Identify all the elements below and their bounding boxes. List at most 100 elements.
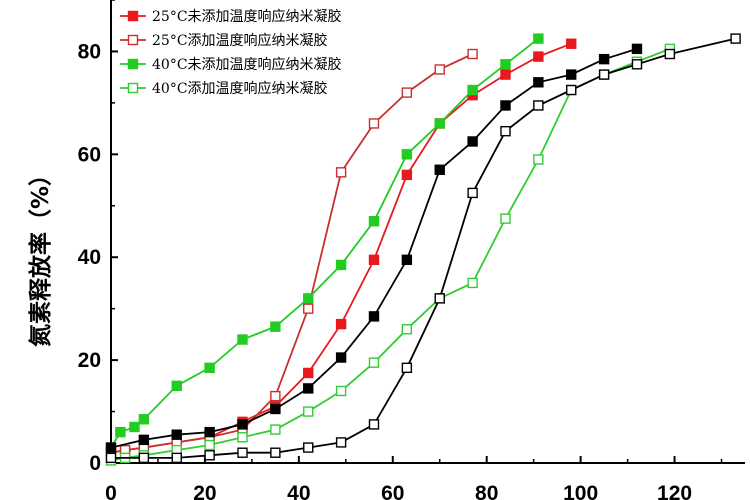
legend: 25°C未添加温度响应纳米凝胶 25°C添加温度响应纳米凝胶 40°C未添加温度响应…	[120, 8, 342, 97]
data-point	[368, 311, 380, 322]
y-tick-label: 0	[89, 452, 101, 475]
x-tick-label: 20	[193, 482, 216, 500]
data-point	[368, 216, 380, 227]
data-point	[434, 164, 445, 175]
data-point	[303, 406, 314, 417]
legend-marker	[127, 10, 139, 22]
data-point	[138, 434, 150, 446]
data-point	[467, 277, 478, 289]
data-point	[434, 118, 445, 129]
series-2	[105, 48, 478, 458]
data-point	[171, 380, 182, 392]
x-tick-label: 0	[105, 482, 117, 500]
data-point	[138, 414, 150, 425]
data-point	[533, 33, 544, 44]
legend-item-4: 40°C添加温度响应纳米凝胶	[120, 80, 328, 97]
y-tick-label: 20	[78, 349, 101, 372]
data-point	[138, 452, 150, 464]
data-point	[631, 43, 643, 55]
data-point	[105, 452, 117, 464]
data-point	[467, 84, 478, 96]
series-layer	[105, 33, 741, 466]
data-point	[171, 452, 182, 464]
series-line	[111, 37, 736, 459]
data-point	[401, 254, 413, 265]
data-point	[368, 254, 380, 265]
series-5	[105, 43, 643, 453]
data-point	[237, 447, 248, 458]
legend-label: 40°C未添加温度响应纳米凝胶	[152, 56, 342, 73]
data-point	[368, 419, 380, 430]
data-point	[270, 447, 281, 458]
x-tick-label: 100	[563, 482, 598, 500]
data-point	[335, 352, 347, 363]
data-point	[237, 419, 248, 430]
data-point	[129, 421, 140, 433]
data-point	[401, 149, 413, 160]
y-axis-title: 氮素释放率（%）	[27, 163, 54, 347]
data-point	[270, 424, 281, 435]
x-tick-label: 60	[381, 482, 404, 500]
data-point	[237, 432, 248, 443]
data-point	[204, 362, 215, 374]
data-point	[115, 426, 126, 438]
data-point	[401, 324, 413, 335]
legend-marker	[127, 34, 139, 46]
data-point	[566, 38, 577, 49]
x-tick-label: 80	[475, 482, 498, 500]
series-3	[105, 33, 544, 453]
data-point	[303, 442, 314, 453]
data-point	[467, 48, 478, 60]
data-point	[631, 59, 643, 70]
y-tick-label: 40	[78, 246, 101, 269]
data-point	[598, 69, 610, 80]
data-point	[303, 293, 314, 304]
data-point	[500, 69, 511, 80]
data-point	[500, 100, 511, 111]
data-point	[270, 321, 281, 332]
data-point	[434, 293, 445, 304]
data-point	[500, 125, 511, 137]
legend-item-1: 25°C未添加温度响应纳米凝胶	[120, 8, 342, 25]
data-point	[204, 450, 215, 461]
data-point	[204, 439, 215, 451]
data-point	[335, 318, 347, 330]
data-point	[598, 53, 610, 65]
series-line	[110, 53, 473, 454]
legend-label: 25°C未添加温度响应纳米凝胶	[152, 8, 342, 25]
data-point	[533, 154, 544, 165]
data-point	[434, 64, 445, 75]
data-point	[105, 442, 117, 453]
legend-item-3: 40°C未添加温度响应纳米凝胶	[120, 56, 342, 73]
series-line	[110, 48, 638, 449]
data-point	[335, 259, 347, 271]
data-point	[401, 362, 413, 374]
data-point	[368, 357, 380, 368]
data-point	[303, 367, 314, 379]
data-point	[303, 383, 314, 394]
data-point	[237, 334, 248, 345]
x-tick-label: 120	[657, 482, 692, 500]
x-tick-label: 40	[287, 482, 310, 500]
legend-item-2: 25°C添加温度响应纳米凝胶	[120, 32, 328, 49]
legend-label: 25°C添加温度响应纳米凝胶	[152, 32, 328, 49]
data-point	[270, 390, 281, 402]
series-6	[105, 33, 741, 464]
data-point	[533, 77, 544, 88]
data-point	[500, 59, 511, 70]
data-point	[204, 426, 215, 438]
data-point	[401, 87, 413, 98]
legend-marker	[127, 82, 139, 94]
data-point	[368, 118, 380, 129]
legend-label: 40°C添加温度响应纳米凝胶	[152, 80, 328, 97]
data-point	[270, 403, 281, 415]
axes: 0 20 40 60 80 100 120 0 20 40 60 80	[78, 0, 745, 500]
data-point	[500, 213, 511, 224]
data-point	[566, 84, 577, 96]
data-point	[335, 385, 347, 397]
data-point	[533, 100, 544, 111]
data-point	[171, 429, 182, 440]
data-point	[664, 48, 676, 60]
